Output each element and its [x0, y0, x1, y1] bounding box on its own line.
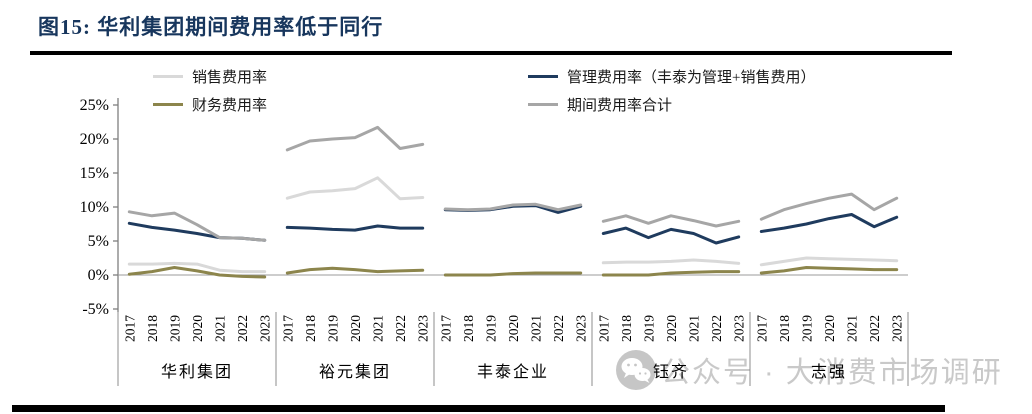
group-label: 裕元集团 — [319, 363, 391, 381]
series-line-sales — [285, 176, 425, 201]
legend-item-management: 管理费用率（丰泰为管理+销售费用） — [528, 66, 815, 87]
year-label: 2020 — [506, 315, 521, 342]
legend-label-management: 管理费用率（丰泰为管理+销售费用） — [567, 70, 816, 86]
legend-label-total: 期间费用率合计 — [567, 98, 673, 114]
legend-item-total: 期间费用率合计 — [528, 94, 815, 115]
year-label: 2022 — [393, 315, 408, 342]
series-line-management — [601, 226, 741, 245]
year-label: 2018 — [619, 315, 634, 342]
year-label: 2020 — [190, 315, 205, 342]
chart-legend-right: 管理费用率（丰泰为管理+销售费用） 期间费用率合计 — [528, 66, 815, 115]
y-axis-label: 5% — [88, 233, 109, 250]
year-label: 2020 — [664, 315, 679, 342]
year-label: 2021 — [371, 315, 386, 342]
wechat-icon — [616, 350, 656, 390]
series-line-total — [601, 214, 741, 228]
y-axis-label: 25% — [80, 97, 109, 114]
series-line-management — [127, 221, 267, 242]
year-label: 2023 — [890, 315, 905, 342]
year-label: 2022 — [709, 315, 724, 342]
series-line-total — [759, 192, 899, 221]
year-label: 2020 — [822, 315, 837, 342]
y-axis-label: 15% — [80, 165, 109, 182]
title-divider — [30, 51, 952, 55]
y-axis-label: 10% — [80, 199, 109, 216]
series-line-total — [443, 202, 583, 212]
series-line-sales — [759, 256, 899, 267]
series-line-management — [285, 224, 425, 232]
year-label: 2019 — [325, 315, 340, 342]
series-line-management — [759, 213, 899, 233]
series-line-finance — [601, 270, 741, 277]
year-label: 2023 — [258, 315, 273, 342]
year-label: 2023 — [416, 315, 431, 342]
year-label: 2023 — [732, 315, 747, 342]
series-line-finance — [127, 266, 267, 279]
series-line-finance — [443, 271, 583, 277]
watermark-text: 公众号 · 大消费市场调研 — [661, 357, 1003, 389]
series-line-total — [127, 210, 267, 242]
y-axis-label: -5% — [82, 301, 109, 318]
legend-label-sales: 销售费用率 — [192, 70, 268, 86]
chart-legend-left: 销售费用率 财务费用率 — [153, 66, 267, 115]
year-label: 2020 — [348, 315, 363, 342]
year-label: 2018 — [145, 315, 160, 342]
year-label: 2017 — [438, 315, 453, 342]
series-line-total — [285, 125, 425, 152]
y-axis-label: 0% — [88, 267, 109, 284]
year-label: 2021 — [845, 315, 860, 342]
year-label: 2021 — [213, 315, 228, 342]
legend-label-finance: 财务费用率 — [192, 98, 268, 114]
year-label: 2019 — [167, 315, 182, 342]
year-label: 2022 — [551, 315, 566, 342]
watermark: 公众号 · 大消费市场调研 — [615, 349, 1003, 391]
year-label: 2018 — [461, 315, 476, 342]
year-label: 2018 — [303, 315, 318, 342]
year-label: 2017 — [596, 315, 611, 342]
legend-item-sales: 销售费用率 — [153, 66, 267, 87]
management-line-swatch — [528, 75, 558, 78]
year-label: 2019 — [641, 315, 656, 342]
finance-line-swatch — [153, 103, 183, 106]
series-line-finance — [285, 266, 425, 275]
year-label: 2018 — [777, 315, 792, 342]
year-label: 2022 — [867, 315, 882, 342]
year-label: 2023 — [574, 315, 589, 342]
year-label: 2019 — [483, 315, 498, 342]
series-line-sales — [601, 258, 741, 265]
group-label: 丰泰企业 — [477, 363, 549, 381]
series-line-management — [443, 204, 583, 214]
y-axis-label: 20% — [80, 131, 109, 148]
group-label: 华利集团 — [161, 363, 233, 381]
sales-line-swatch — [153, 75, 183, 78]
year-label: 2021 — [529, 315, 544, 342]
year-label: 2021 — [687, 315, 702, 342]
year-label: 2017 — [280, 315, 295, 342]
year-label: 2017 — [754, 315, 769, 342]
total-line-swatch — [528, 103, 558, 106]
series-line-finance — [759, 266, 899, 275]
year-label: 2019 — [799, 315, 814, 342]
bottom-divider — [12, 405, 945, 412]
figure-title: 图15: 华利集团期间费用率低于同行 — [38, 15, 384, 39]
series-line-sales — [127, 261, 267, 274]
year-label: 2022 — [235, 315, 250, 342]
legend-item-finance: 财务费用率 — [153, 94, 267, 115]
year-label: 2017 — [122, 315, 137, 342]
